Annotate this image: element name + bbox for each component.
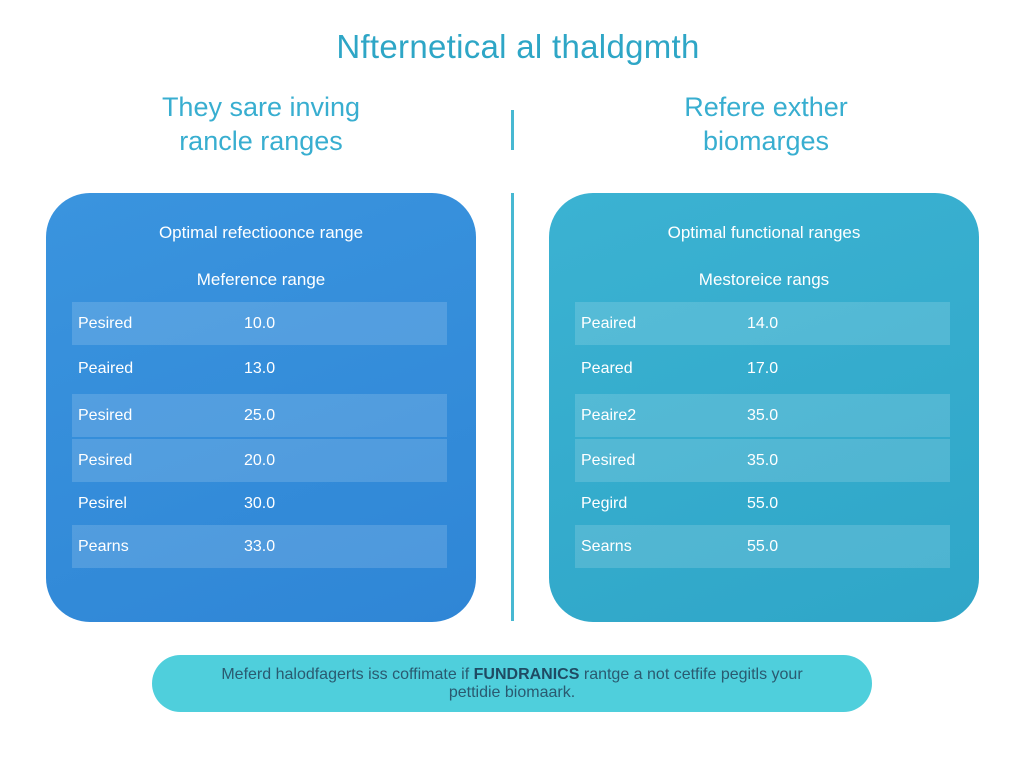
row-value: 10.0 [244, 315, 276, 332]
table-row: Peaired 14.0 [575, 302, 950, 345]
row-value: 20.0 [244, 452, 276, 469]
row-label: Searns [581, 538, 632, 555]
footer-banner: Meferd halodfagerts iss coffimate if FUN… [152, 655, 872, 712]
panel-heading: They sare inving [161, 92, 361, 122]
card-title: Optimal refectioonce range [158, 223, 364, 242]
table-row: Pesired 10.0 [72, 302, 447, 345]
row-label: Peaired [78, 360, 134, 377]
page-title: Nfternetical al thaldgmth [336, 28, 700, 65]
row-label: Peaired [581, 315, 637, 332]
divider [511, 193, 514, 621]
card-subtitle: Mestoreice rangs [698, 270, 830, 289]
row-value: 35.0 [747, 452, 779, 469]
row-value: 13.0 [244, 360, 276, 377]
row-value: 14.0 [747, 315, 779, 332]
row-label: Peared [581, 360, 633, 377]
row-label: Pesired [78, 315, 133, 332]
row-label: Pearns [78, 538, 129, 555]
footer-emphasis: FUNDRANICS [473, 666, 580, 683]
table-row: Pearns 33.0 [72, 525, 447, 568]
row-label: Pegird [581, 495, 628, 512]
row-label: Pesired [581, 452, 636, 469]
table-row: Peaire2 35.0 [575, 394, 950, 437]
row-value: 25.0 [244, 407, 276, 424]
row-value: 35.0 [747, 407, 779, 424]
row-value: 55.0 [747, 495, 779, 512]
card: Optimal functional ranges Mestoreice rang… [549, 193, 979, 622]
divider [511, 110, 514, 150]
table-row: Pesired 25.0 [72, 394, 447, 437]
row-value: 55.0 [747, 538, 779, 555]
card-subtitle: Meference range [196, 270, 326, 289]
table-row: Searns 55.0 [575, 525, 950, 568]
panel-heading: biomarges [702, 126, 830, 156]
row-label: Pesirel [78, 495, 127, 512]
row-label: Peaire2 [581, 407, 637, 424]
row-label: Pesired [78, 407, 133, 424]
footer-text: Meferd halodfagerts iss coffimate if [221, 666, 470, 683]
table-row: Pesired 20.0 [72, 439, 447, 482]
row-label: Pesired [78, 452, 133, 469]
row-value: 17.0 [747, 360, 779, 377]
row-value: 30.0 [244, 495, 276, 512]
panel-heading: Refere exther [684, 92, 848, 122]
row-value: 33.0 [244, 538, 276, 555]
card-title: Optimal functional ranges [667, 223, 861, 242]
panel-heading: rancle ranges [179, 126, 343, 156]
card: Optimal refectioonce range Meference rang… [46, 193, 476, 622]
footer-text: rantge a not cetfife pegitls your pettid… [448, 666, 803, 701]
table-row: Pegird 55.0 [575, 482, 950, 525]
table-row: Pesired 35.0 [575, 439, 950, 482]
table-row: Peared 17.0 [575, 347, 950, 390]
table-row: Peaired 13.0 [72, 347, 447, 390]
table-row: Pesirel 30.0 [72, 482, 447, 525]
